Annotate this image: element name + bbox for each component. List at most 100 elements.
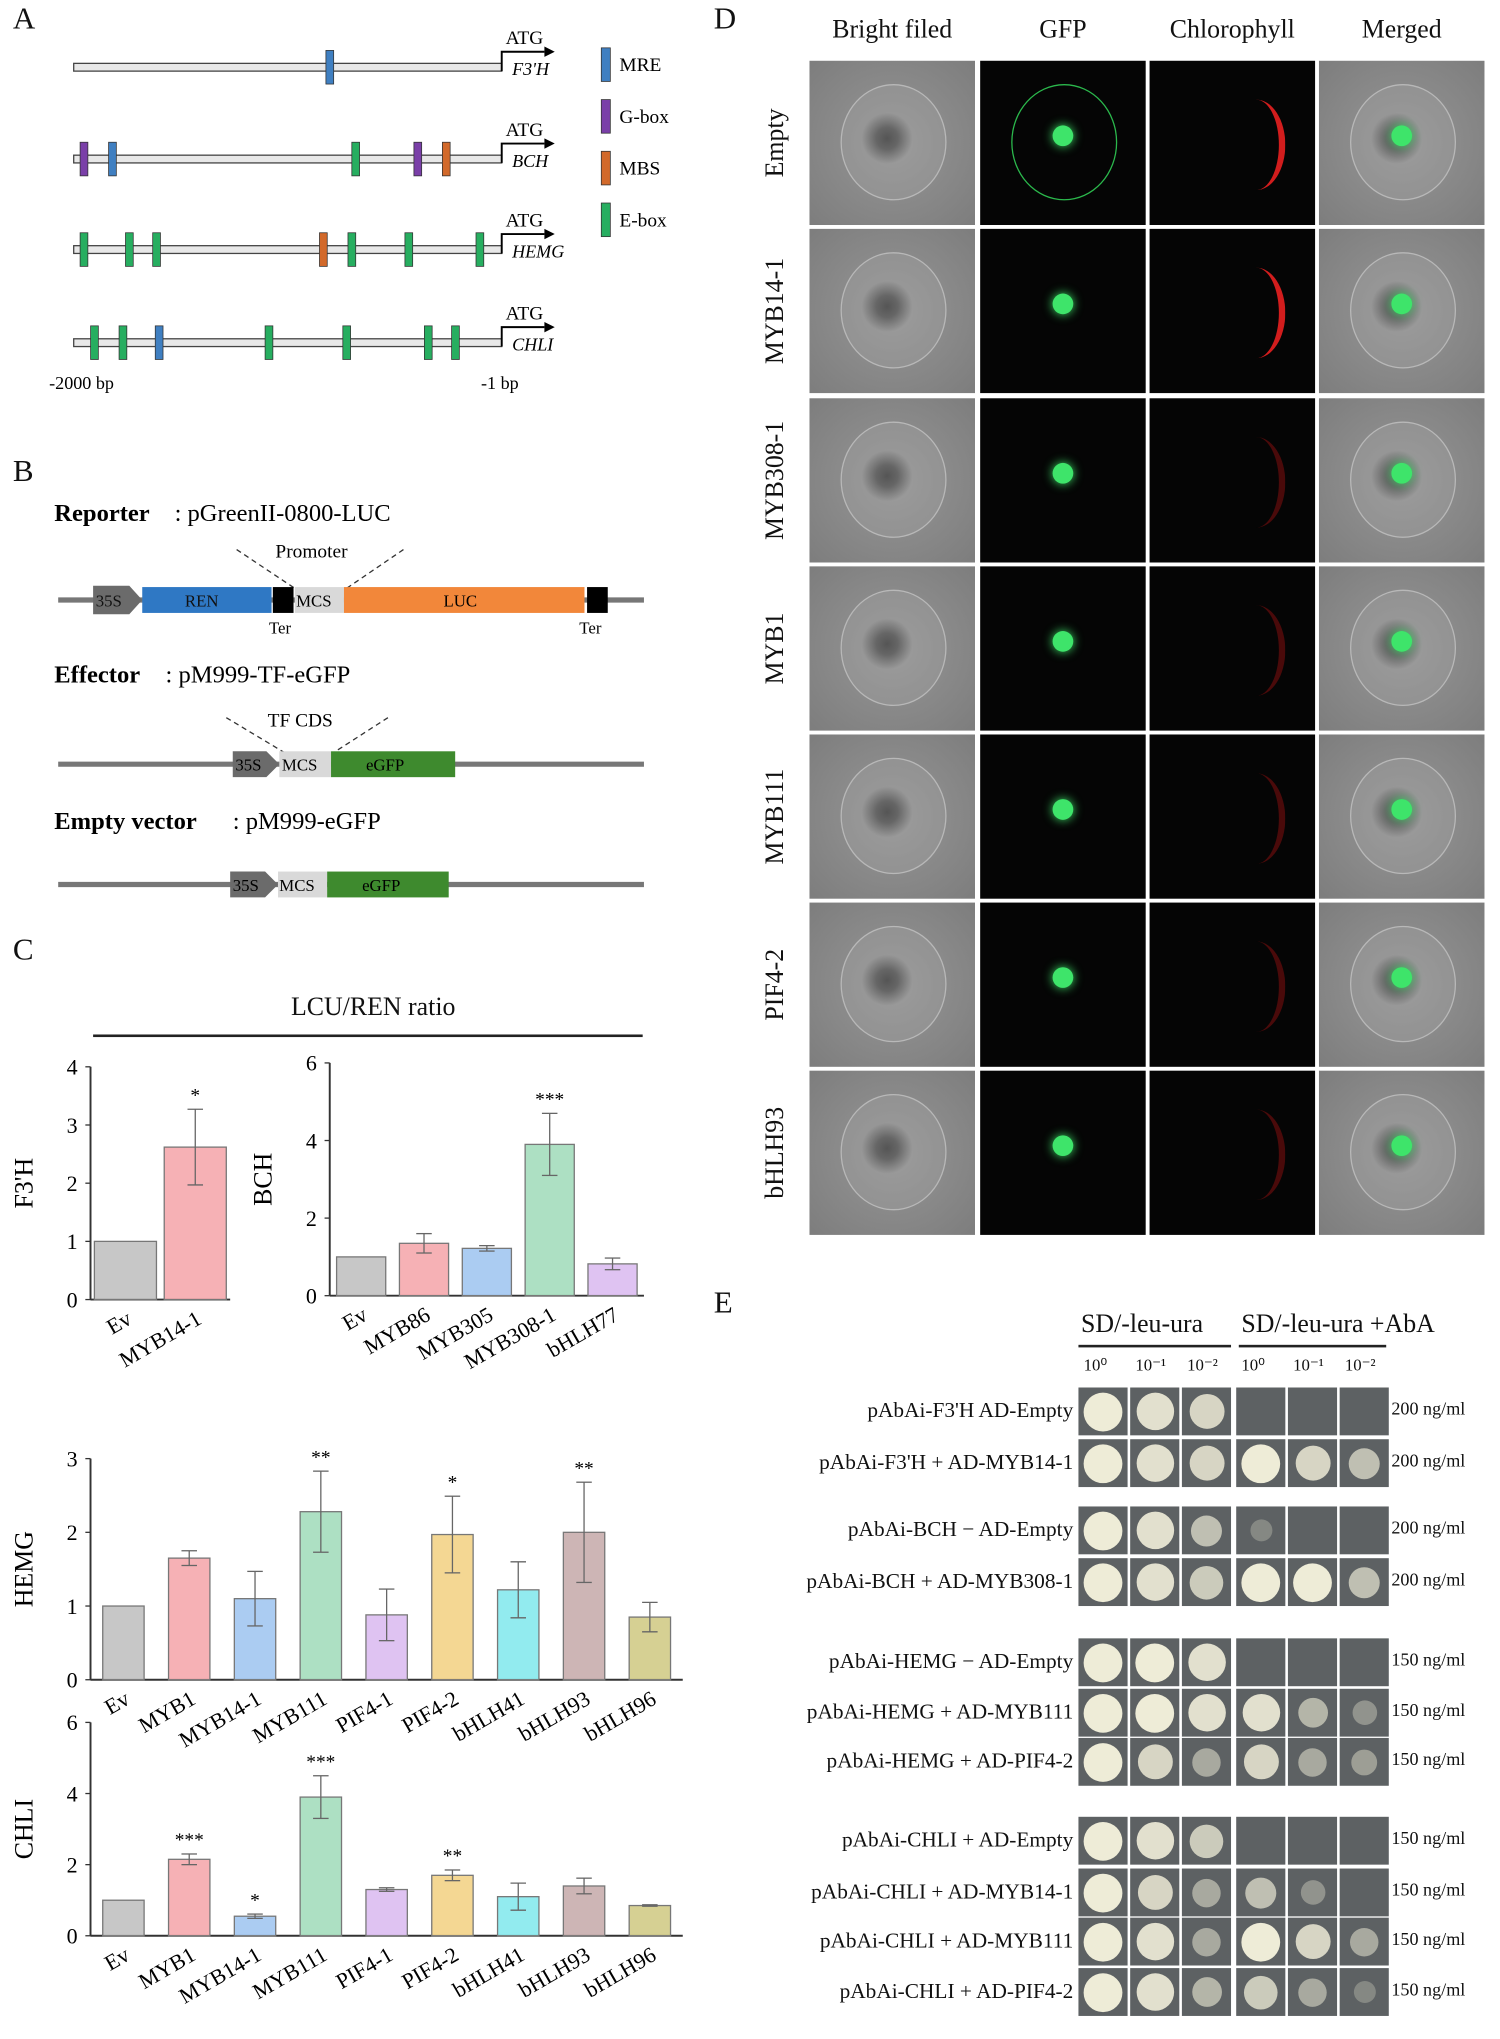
vector-construct-diagram: Reporter : pGreenII-0800-LUC Promoter 35… [54, 500, 644, 898]
terminator [587, 587, 608, 613]
yeast-spot [1181, 1558, 1232, 1607]
merged-image [1318, 566, 1485, 731]
promoter-label: Promoter [275, 541, 348, 562]
legend-label: MBS [619, 159, 660, 180]
terminator [272, 587, 294, 613]
yeast-spot [1339, 1816, 1389, 1865]
gfp-image [980, 902, 1146, 1067]
yeast-spot [1236, 1868, 1286, 1917]
motif-e-box [404, 232, 414, 267]
bright-field-image [809, 1070, 975, 1235]
mcs-block [279, 751, 332, 778]
panel-label-d: D [713, 2, 737, 37]
merged-image [1318, 60, 1485, 225]
egfp-gene [331, 751, 456, 778]
motif-g-box [413, 141, 423, 177]
yeast-spot [1339, 1638, 1389, 1687]
yeast-spot [1078, 1506, 1128, 1555]
y-axis-label: CHLI [9, 1799, 38, 1859]
bar [102, 1605, 145, 1681]
luc-ren-bar-charts: 01234F3'HEv*MYB14-10246BCHEvMYB86MYB305*… [9, 1051, 683, 2009]
motif-e-box [475, 232, 485, 267]
yeast-spot [1287, 1638, 1338, 1687]
yeast-spot [1287, 1816, 1338, 1865]
bar [93, 1240, 158, 1301]
bar [167, 1557, 211, 1681]
35s-promoter-arrow [93, 585, 143, 615]
yeast-spot [1287, 1439, 1338, 1488]
merged-image [1318, 734, 1485, 899]
bar [461, 1247, 513, 1297]
y-axis-label: F3'H [9, 1158, 38, 1209]
y-tick-label: 2 [306, 1206, 317, 1231]
empty-vector-title: Empty vector [54, 808, 197, 835]
yeast-spot [1078, 1868, 1128, 1917]
group-rule [1238, 1344, 1387, 1347]
motif-e-box [90, 325, 99, 360]
merged-image [1318, 398, 1485, 563]
yeast-spot [1181, 1688, 1232, 1737]
bright-field-image [809, 734, 975, 899]
y-tick-label: 1 [67, 1229, 78, 1254]
motif-mbs [441, 141, 451, 177]
mcs-label: MCS [282, 756, 317, 775]
bar [587, 1263, 638, 1297]
yeast-spot [1181, 1638, 1232, 1687]
row-label: bHLH93 [760, 1106, 790, 1199]
construct-label: pAbAi-CHLI + AD-PIF4-2 [839, 1978, 1074, 2004]
yeast-spot [1078, 1737, 1128, 1786]
yeast-spot [1236, 1737, 1286, 1786]
35s-label: 35S [235, 756, 261, 775]
bright-field-image [809, 228, 975, 394]
gfp-image [980, 398, 1146, 563]
yeast-spot [1130, 1439, 1180, 1488]
ter-label: Ter [269, 619, 292, 638]
yeast-spot [1339, 1506, 1389, 1555]
yeast-spot [1287, 1506, 1338, 1555]
y-tick-label: 0 [67, 1287, 78, 1312]
dilution-label: 10⁻² [1187, 1355, 1218, 1375]
legend-label: G-box [619, 107, 669, 128]
yeast-spot [1130, 1506, 1180, 1555]
chlorophyll-image [1149, 60, 1316, 225]
tss-arrow [500, 50, 545, 72]
bright-field-image [809, 60, 975, 225]
yeast-spot [1078, 1816, 1128, 1865]
x-tick-label: bHLH96 [580, 1686, 660, 1747]
x-tick-label: PIF4-1 [332, 1942, 397, 1994]
bar [102, 1899, 145, 1937]
motif-mre [325, 50, 335, 85]
construct-label: pAbAi-F3'H + AD-MYB14-1 [819, 1449, 1074, 1475]
ter-label: Ter [579, 619, 602, 638]
yeast-spot [1339, 1387, 1389, 1436]
x-tick-label: bHLH77 [543, 1302, 623, 1363]
aba-concentration: 150 ng/ml [1391, 1750, 1466, 1771]
35s-promoter-arrow [230, 871, 279, 898]
tf-cds-label: TF CDS [268, 711, 333, 732]
yeast-spot [1236, 1688, 1286, 1737]
yeast-spot [1339, 1917, 1389, 1966]
motif-e-box [351, 141, 360, 177]
yeast-spot [1181, 1968, 1232, 2016]
x-tick-label: bHLH93 [514, 1686, 594, 1747]
tss-arrow [500, 233, 545, 254]
x-tick-label: Ev [102, 1306, 136, 1340]
yeast-spot [1130, 1638, 1180, 1687]
x-tick-label: Ev [100, 1942, 134, 1976]
aba-concentration: 200 ng/ml [1391, 1452, 1466, 1472]
x-tick-label: bHLH41 [448, 1942, 528, 2003]
y-tick-label: 4 [67, 1055, 78, 1080]
panel-label-c: C [12, 933, 34, 968]
motif-e-box [347, 232, 357, 267]
arrow-head-icon [544, 228, 555, 240]
dilution-label: 10⁻² [1344, 1355, 1376, 1375]
x-tick-label: PIF4-1 [332, 1686, 397, 1738]
yeast-spot [1339, 1968, 1389, 2016]
row-label: MYB14-1 [760, 257, 790, 365]
construct-label: pAbAi-CHLI + AD-Empty [841, 1827, 1074, 1852]
construct-label: pAbAi-HEMG + AD-MYB111 [806, 1699, 1074, 1724]
yeast-spot [1130, 1968, 1180, 2016]
gfp-image [980, 60, 1146, 225]
bar [628, 1904, 672, 1937]
luc-ren-header: LCU/REN ratio [290, 993, 456, 1022]
